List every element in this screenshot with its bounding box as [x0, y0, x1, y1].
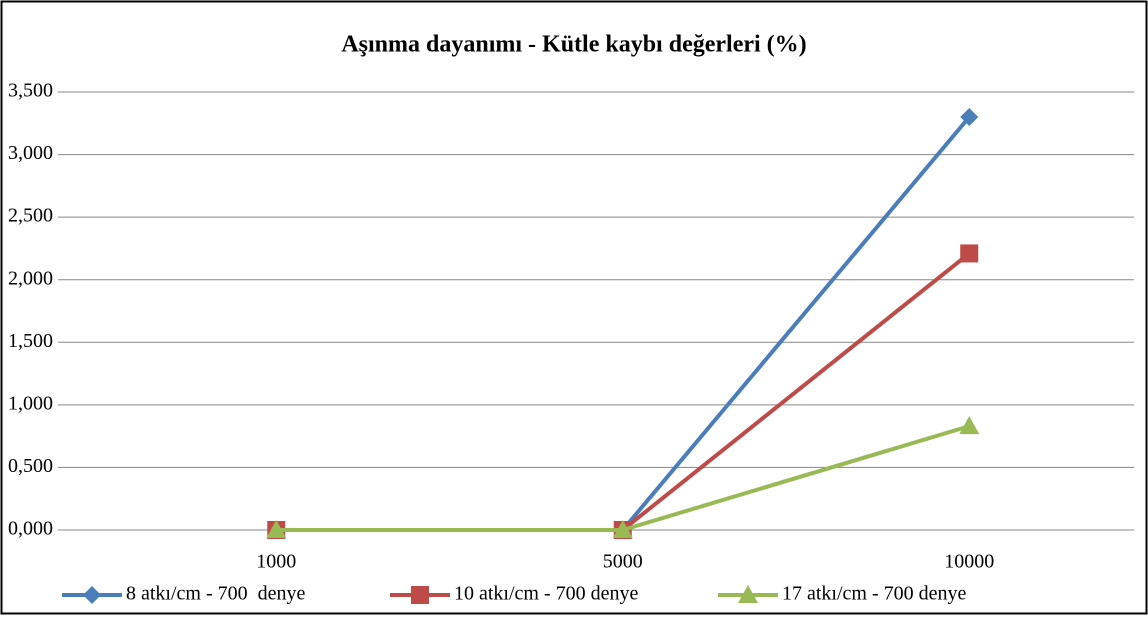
y-tick-label: 1,000 — [8, 392, 53, 414]
y-tick-label: 3,500 — [8, 80, 53, 102]
legend-label: 8 atkı/cm - 700 denye — [126, 583, 306, 605]
data-point — [612, 520, 633, 538]
x-tick-label: 5000 — [603, 551, 643, 573]
x-tick-label: 1000 — [256, 551, 296, 573]
data-point — [960, 108, 979, 127]
legend-label: 10 atkı/cm - 700 denye — [454, 583, 639, 605]
y-tick-label: 1,500 — [8, 330, 53, 352]
legend-label: 17 atkı/cm - 700 denye — [782, 583, 967, 605]
data-point — [960, 244, 979, 263]
y-tick-label: 2,000 — [8, 267, 53, 289]
chart-title: Aşınma dayanımı - Kütle kaybı değerleri … — [341, 32, 806, 58]
y-tick-label: 0,500 — [8, 455, 53, 477]
y-tick-label: 0,000 — [8, 518, 53, 540]
legend-marker — [738, 585, 758, 603]
data-point — [959, 416, 980, 435]
x-tick-label: 10000 — [944, 551, 994, 573]
y-tick-label: 2,500 — [8, 205, 53, 227]
legend-marker — [83, 586, 101, 604]
legend-marker — [411, 586, 429, 604]
y-tick-label: 3,000 — [8, 142, 53, 164]
data-point — [266, 520, 287, 538]
